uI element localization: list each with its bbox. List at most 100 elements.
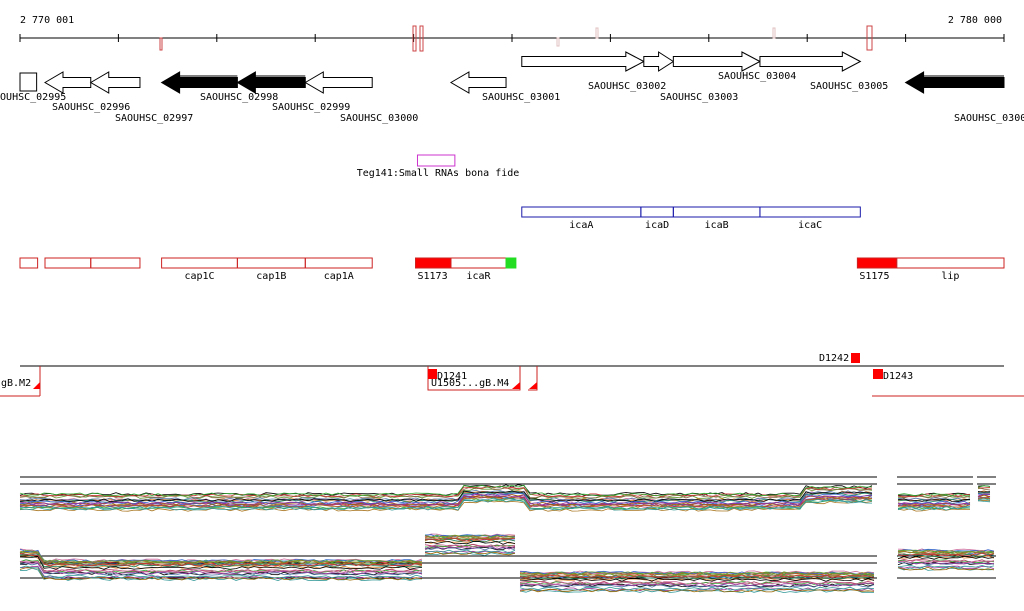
expression-line: [897, 493, 971, 497]
expression-line: [19, 567, 423, 581]
expression-line: [977, 498, 991, 501]
operon-label: icaD: [645, 220, 669, 231]
transcript-feature[interactable]: [304, 257, 373, 269]
expression-line: [19, 549, 423, 564]
expression-line: [977, 493, 991, 497]
transcript-label: cap1A: [324, 271, 354, 282]
segment-marker-d1243[interactable]: [873, 369, 883, 379]
expression-line: [424, 551, 516, 556]
transcript-feature[interactable]: [161, 257, 238, 269]
transcript-feature[interactable]: [450, 257, 507, 269]
expression-line: [897, 564, 995, 569]
expression-line: [897, 493, 971, 498]
transcript-feature[interactable]: [236, 257, 306, 269]
expression-line: [897, 502, 971, 506]
transcript-label: cap1B: [256, 271, 286, 282]
transcript-feature[interactable]: [856, 257, 898, 269]
expression-line: [519, 571, 875, 576]
operon-feature[interactable]: [759, 206, 861, 218]
expression-line: [977, 494, 991, 498]
operon-label: icaC: [798, 220, 822, 231]
expression-line: [897, 492, 971, 496]
ruler-end-label: 2 780 000: [948, 15, 1002, 26]
transcript-track: cap1C cap1B cap1A S1173 icaR S1175 lip: [19, 257, 1005, 282]
expression-line: [519, 581, 875, 585]
ruler-feature-marks: [159, 25, 873, 52]
expression-line: [19, 484, 873, 497]
expression-line: [424, 534, 516, 538]
operon-feature[interactable]: [640, 206, 674, 218]
expression-line: [977, 500, 991, 503]
expression-line: [897, 552, 995, 557]
gene-arrow[interactable]: [672, 51, 762, 72]
expression-line: [519, 577, 875, 582]
transcript-feature[interactable]: [896, 257, 1005, 269]
segment-label-d1243: D1243: [883, 371, 913, 382]
ruler-mark: [866, 25, 873, 51]
gene-feature[interactable]: [19, 72, 38, 92]
transcript-feature[interactable]: [90, 257, 141, 269]
operon-feature[interactable]: [672, 206, 761, 218]
srna-feature[interactable]: [416, 154, 456, 167]
expression-line: [519, 586, 875, 591]
transcript-feature[interactable]: [44, 257, 92, 269]
gene-arrow[interactable]: [304, 71, 373, 94]
gene-arrow[interactable]: [236, 71, 306, 94]
gene-label: SAOUHSC_02996: [52, 102, 130, 113]
segment-flag: [33, 382, 40, 389]
expression-line: [897, 497, 971, 501]
gene-label: SAOUHSC_02995: [0, 92, 66, 103]
expression-track-top: [19, 476, 996, 512]
expression-line: [424, 549, 516, 554]
gene-label: SAOUHSC_02997: [115, 113, 193, 124]
srna-track: Teg141:Small RNAs bona fide: [357, 154, 519, 179]
gene-arrow[interactable]: [521, 51, 645, 72]
gene-label: SAOUHSC_03003: [660, 92, 738, 103]
gene-arrow[interactable]: [449, 71, 507, 94]
coordinate-ruler: 2 770 001 2 780 000: [19, 15, 1005, 52]
segment-marker-d1241[interactable]: [428, 369, 437, 379]
expression-line: [977, 496, 991, 500]
expression-line: [897, 549, 995, 554]
ruler-mark: [412, 25, 417, 52]
ruler-mark: [595, 27, 599, 39]
gene-label: SAOUHSC_03002: [588, 81, 666, 92]
gene-label: SAOUHSC_02999: [272, 102, 350, 113]
expression-line: [19, 561, 423, 573]
gene-arrow[interactable]: [160, 71, 238, 94]
expression-line: [897, 560, 995, 565]
expression-line: [977, 493, 990, 495]
expression-line: [519, 575, 875, 580]
gene-arrow[interactable]: [89, 71, 141, 94]
ruler-mark: [159, 37, 163, 51]
operon-track: icaA icaD icaB icaC: [521, 206, 861, 231]
transcript-feature[interactable]: [19, 257, 39, 269]
gene-label: SAOUHSC_03001: [482, 92, 560, 103]
segmentation-track: gB.M2 U1505...gB.M4 D1242 D1241 D1243: [0, 353, 1024, 397]
expression-line: [19, 561, 423, 575]
gene-arrow[interactable]: [904, 71, 1005, 94]
expression-line: [897, 504, 971, 508]
expression-line: [519, 574, 875, 579]
expression-line: [977, 485, 991, 488]
segment-step: [528, 366, 538, 391]
gene-label: SAOUHSC_03000: [340, 113, 418, 124]
gene-arrow[interactable]: [759, 51, 862, 72]
gene-arrow[interactable]: [44, 71, 92, 94]
transcript-label: icaR: [466, 271, 491, 282]
segment-marker-d1242[interactable]: [851, 353, 860, 363]
segment-label-d1241: D1241: [437, 371, 467, 382]
expression-line: [19, 493, 873, 506]
ruler-mark: [419, 25, 424, 52]
transcript-feature[interactable]: [505, 257, 517, 269]
gene-arrow[interactable]: [643, 51, 675, 72]
expression-line: [19, 556, 423, 570]
expression-line: [19, 497, 873, 510]
expression-line: [19, 551, 422, 566]
segment-label-d1242: D1242: [819, 353, 849, 364]
operon-feature[interactable]: [521, 206, 642, 218]
transcript-feature[interactable]: [415, 257, 452, 269]
gene-label: SAOUHSC_03006: [954, 113, 1024, 124]
expression-line: [19, 565, 423, 579]
